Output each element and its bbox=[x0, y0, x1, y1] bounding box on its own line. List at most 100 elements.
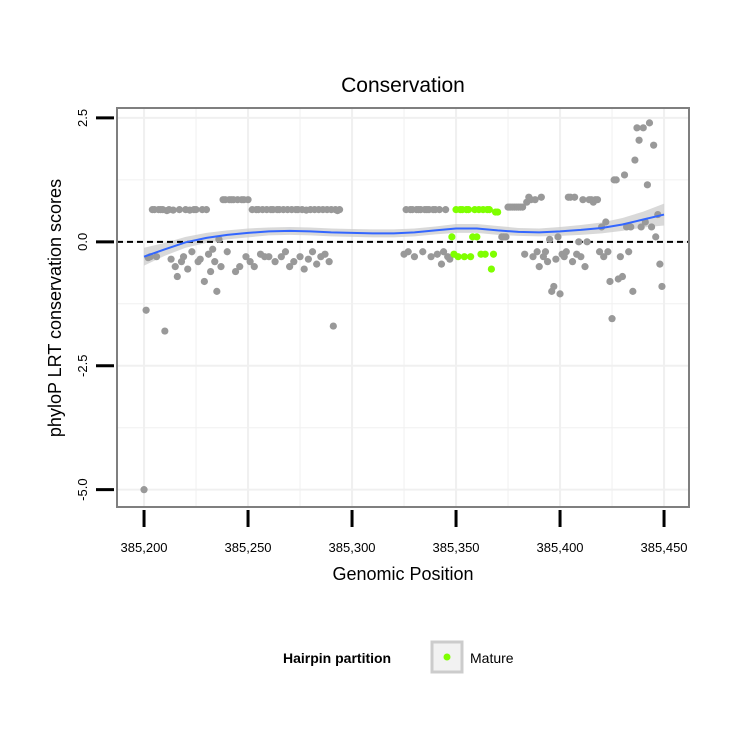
data-point-mature bbox=[494, 208, 502, 216]
data-point bbox=[217, 263, 225, 271]
data-point bbox=[652, 233, 660, 241]
legend-key-mature bbox=[430, 640, 464, 674]
legend-marker-mature bbox=[443, 653, 451, 661]
data-point bbox=[575, 238, 583, 246]
data-point bbox=[631, 156, 639, 164]
data-point-mature bbox=[485, 206, 493, 214]
data-point bbox=[171, 263, 179, 271]
data-point bbox=[583, 238, 591, 246]
data-point bbox=[200, 277, 208, 286]
data-point bbox=[335, 206, 344, 214]
y-tick-label: 2.5 bbox=[75, 109, 90, 127]
data-point bbox=[656, 260, 664, 268]
x-tick-label: 385,400 bbox=[537, 540, 584, 555]
data-point bbox=[202, 206, 211, 214]
data-point bbox=[637, 223, 645, 231]
data-point bbox=[608, 315, 616, 323]
data-point bbox=[277, 253, 285, 261]
data-point bbox=[404, 248, 412, 256]
data-point bbox=[579, 196, 587, 204]
data-point bbox=[541, 248, 550, 256]
data-point bbox=[142, 306, 150, 314]
data-point bbox=[329, 322, 337, 330]
data-point bbox=[550, 282, 558, 291]
data-point-mature bbox=[481, 250, 489, 258]
smooth-line bbox=[143, 213, 665, 258]
x-tick-label: 385,350 bbox=[433, 540, 480, 555]
data-point bbox=[568, 258, 577, 266]
data-point bbox=[533, 248, 541, 256]
data-point bbox=[313, 260, 321, 268]
data-point-mature bbox=[487, 265, 495, 273]
data-point bbox=[593, 196, 602, 204]
x-tick-label: 385,200 bbox=[121, 540, 168, 555]
data-point bbox=[546, 235, 554, 243]
data-point bbox=[290, 258, 298, 266]
y-axis: 2.5 0.0 -2.5 -5.0 bbox=[75, 109, 114, 501]
data-point bbox=[140, 486, 148, 494]
x-tick-label: 385,300 bbox=[329, 540, 376, 555]
data-point bbox=[236, 263, 244, 271]
data-point-mature bbox=[489, 250, 498, 258]
data-point bbox=[543, 258, 552, 266]
data-point bbox=[433, 250, 441, 258]
data-point bbox=[521, 250, 529, 258]
data-point-mature bbox=[467, 253, 475, 261]
data-point bbox=[244, 196, 252, 204]
data-point bbox=[627, 223, 635, 231]
data-point bbox=[535, 263, 543, 271]
data-point bbox=[437, 260, 446, 268]
data-point bbox=[633, 124, 641, 132]
data-point bbox=[211, 258, 219, 266]
data-point bbox=[209, 245, 217, 253]
data-point bbox=[446, 255, 454, 263]
data-point bbox=[188, 248, 196, 256]
data-point bbox=[304, 255, 312, 263]
data-point bbox=[581, 263, 589, 271]
data-point bbox=[658, 282, 666, 291]
data-point bbox=[435, 206, 443, 214]
data-point bbox=[529, 253, 537, 261]
data-point bbox=[213, 287, 221, 295]
data-point bbox=[215, 235, 223, 243]
legend-label-mature: Mature bbox=[470, 650, 514, 666]
legend: Hairpin partition Mature bbox=[283, 640, 514, 674]
legend-title: Hairpin partition bbox=[283, 650, 391, 666]
y-axis-title: phyloP LRT conservation scores bbox=[45, 179, 65, 437]
smooth-curve bbox=[143, 213, 665, 258]
data-point bbox=[531, 196, 539, 204]
data-point bbox=[192, 206, 200, 214]
data-point bbox=[281, 248, 290, 256]
data-point bbox=[639, 124, 647, 132]
data-point bbox=[577, 253, 585, 261]
data-point bbox=[645, 119, 654, 127]
data-point bbox=[552, 255, 560, 263]
data-point bbox=[625, 248, 633, 256]
data-point bbox=[325, 258, 333, 266]
data-point-mature bbox=[460, 253, 468, 261]
data-point bbox=[173, 272, 181, 281]
data-point bbox=[250, 263, 258, 271]
data-point-mature bbox=[464, 206, 473, 214]
data-point bbox=[537, 193, 545, 201]
data-point bbox=[167, 255, 175, 263]
data-point bbox=[300, 265, 308, 273]
data-point bbox=[612, 176, 620, 184]
data-points bbox=[140, 119, 666, 494]
data-point bbox=[620, 171, 629, 179]
data-point bbox=[196, 255, 204, 263]
chart-title: Conservation bbox=[341, 74, 465, 97]
data-point bbox=[242, 253, 250, 261]
data-point bbox=[296, 253, 304, 261]
data-point bbox=[602, 218, 610, 226]
data-point bbox=[650, 141, 658, 149]
data-point bbox=[502, 233, 510, 241]
confidence-band bbox=[144, 203, 665, 266]
data-point bbox=[169, 206, 177, 214]
data-point bbox=[410, 253, 419, 261]
data-point bbox=[246, 258, 254, 266]
y-tick-label: 0.0 bbox=[75, 233, 90, 251]
x-tick-label: 385,250 bbox=[225, 540, 272, 555]
data-point bbox=[556, 290, 564, 298]
